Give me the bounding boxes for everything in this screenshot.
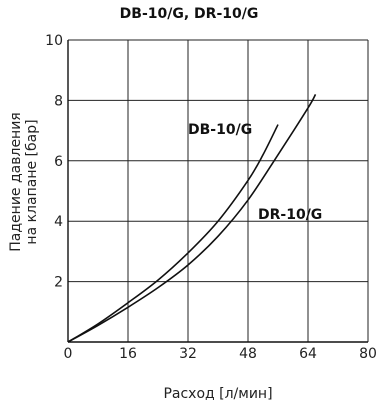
- x-tick-48: 48: [239, 346, 257, 362]
- series-label-DB-10/G: DB-10/G: [188, 122, 252, 138]
- series-line-DB-10/G: [67, 124, 279, 343]
- x-axis-label: Расход [л/мин]: [163, 386, 273, 402]
- y-tick-2: 2: [54, 275, 63, 291]
- y-axis-label-line2: на клапане [бар]: [24, 119, 40, 245]
- x-tick-16: 16: [119, 346, 137, 362]
- y-tick-10: 10: [45, 33, 63, 49]
- y-axis-label-line1: Падение давления: [8, 112, 24, 252]
- tick-labels: 0 16 32 48 64 80 2 4 6 8 10: [45, 33, 377, 362]
- y-tick-6: 6: [54, 154, 63, 170]
- grid: [68, 39, 369, 342]
- series-label-DR-10/G: DR-10/G: [258, 207, 322, 223]
- axes: [67, 40, 368, 343]
- x-tick-32: 32: [179, 346, 197, 362]
- y-tick-8: 8: [54, 93, 63, 109]
- x-tick-64: 64: [299, 346, 317, 362]
- x-tick-80: 80: [359, 346, 377, 362]
- y-tick-4: 4: [54, 214, 63, 230]
- series-line-DR-10/G: [67, 93, 317, 343]
- x-tick-0: 0: [64, 346, 73, 362]
- chart-title: DB-10/G, DR-10/G: [119, 6, 259, 22]
- series-labels: DB-10/G DR-10/G: [188, 122, 322, 223]
- series-lines: [67, 93, 317, 343]
